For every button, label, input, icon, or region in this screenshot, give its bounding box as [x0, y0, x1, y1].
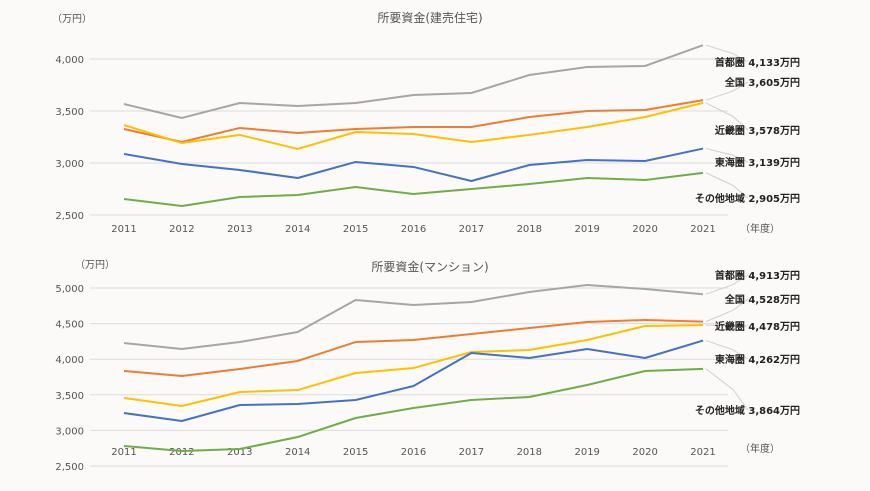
- y-tick-label: 3,000: [55, 426, 84, 437]
- leader-line: [705, 340, 749, 360]
- x-tick-label: 2012: [169, 224, 194, 235]
- x-tick-label: 2013: [227, 224, 252, 235]
- x-tick-label: 2011: [111, 224, 136, 235]
- y-tick-label: 3,500: [55, 391, 84, 402]
- series-line: [123, 99, 704, 143]
- x-tick-label: 2019: [574, 447, 599, 458]
- series-line: [123, 147, 704, 182]
- x-tick-label: 2020: [632, 224, 657, 235]
- y-tick-label: 5,000: [55, 284, 84, 295]
- series-line: [123, 324, 704, 407]
- x-tick-label: 2018: [517, 447, 542, 458]
- chart-title: 所要資金(建売住宅): [377, 10, 482, 25]
- leader-line: [705, 44, 749, 63]
- leader-line: [705, 298, 749, 323]
- y-tick-label: 2,500: [55, 462, 84, 473]
- x-tick-label: 2020: [632, 447, 657, 458]
- series-line: [123, 284, 704, 351]
- leader-line: [705, 172, 749, 199]
- y-tick-label: 2,500: [55, 211, 84, 222]
- leader-line: [705, 148, 749, 163]
- x-axis-unit: （年度）: [740, 222, 780, 235]
- x-tick-label: 2017: [459, 447, 484, 458]
- x-tick-label: 2015: [343, 224, 368, 235]
- x-tick-label: 2016: [401, 224, 426, 235]
- data-label: 全国 4,528万円: [724, 293, 800, 306]
- leader-line: [705, 274, 749, 295]
- y-tick-label: 4,500: [55, 320, 84, 331]
- data-label: 東海圏 4,262万円: [715, 353, 800, 366]
- data-label: 首都圏 4,133万円: [715, 56, 800, 69]
- series-line: [123, 339, 704, 423]
- x-tick-label: 2014: [285, 224, 310, 235]
- leader-line: [705, 324, 749, 327]
- x-tick-label: 2012: [169, 447, 194, 458]
- data-label: 近畿圏 4,478万円: [715, 320, 800, 333]
- data-label: その他地域 2,905万円: [695, 192, 800, 205]
- x-tick-label: 2018: [517, 224, 542, 235]
- x-tick-label: 2021: [690, 224, 715, 235]
- series-line: [123, 367, 704, 452]
- data-label: その他地域 3,864万円: [695, 404, 800, 417]
- x-tick-label: 2011: [111, 447, 136, 458]
- data-label: 首都圏 4,913万円: [715, 269, 800, 282]
- data-label: 全国 3,605万円: [724, 76, 800, 89]
- data-label: 東海圏 3,139万円: [715, 156, 800, 169]
- x-tick-label: 2013: [227, 447, 252, 458]
- x-axis-unit: （年度）: [740, 442, 780, 455]
- leader-line: [705, 368, 749, 411]
- y-axis-unit: （万円）: [75, 259, 115, 271]
- x-tick-label: 2019: [574, 224, 599, 235]
- leader-line: [705, 81, 749, 101]
- x-tick-label: 2016: [401, 447, 426, 458]
- series-line: [123, 318, 704, 378]
- y-axis-unit: （万円）: [52, 13, 92, 25]
- data-label: 近畿圏 3,578万円: [715, 124, 800, 137]
- series-line: [123, 44, 704, 119]
- y-tick-label: 3,000: [55, 159, 84, 170]
- leader-line: [705, 102, 749, 131]
- x-tick-label: 2015: [343, 447, 368, 458]
- chart-title: 所要資金(マンション): [371, 259, 488, 274]
- y-tick-label: 4,000: [55, 355, 84, 366]
- y-tick-label: 3,500: [55, 107, 84, 118]
- x-tick-label: 2017: [459, 224, 484, 235]
- x-tick-label: 2014: [285, 447, 310, 458]
- y-tick-label: 4,000: [55, 55, 84, 66]
- x-tick-label: 2021: [690, 447, 715, 458]
- series-line: [123, 101, 704, 150]
- series-line: [123, 171, 704, 207]
